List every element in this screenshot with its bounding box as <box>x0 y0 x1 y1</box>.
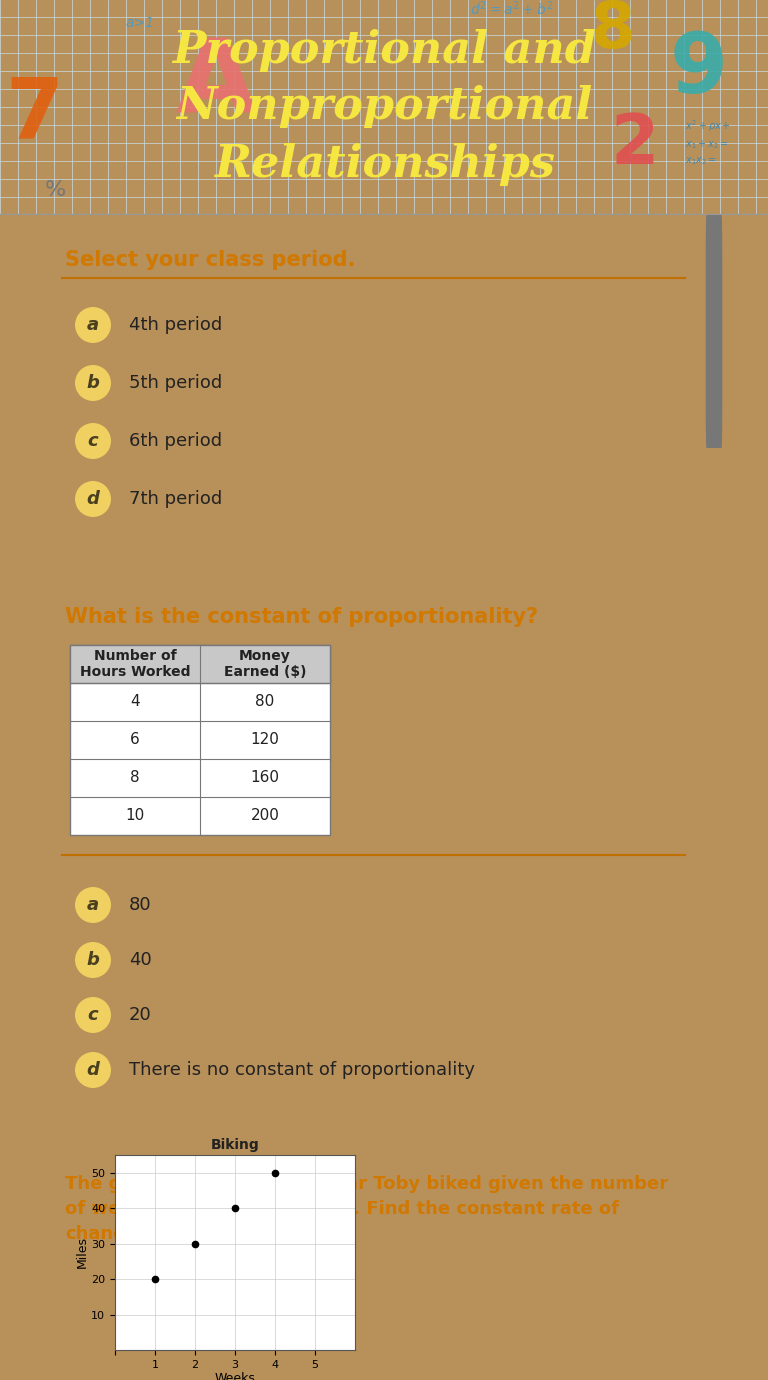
Text: Select your class period.: Select your class period. <box>65 250 356 270</box>
Text: $x_1+x_2=$: $x_1+x_2=$ <box>685 138 729 150</box>
Text: 4: 4 <box>131 694 140 709</box>
Circle shape <box>75 996 111 1034</box>
FancyBboxPatch shape <box>706 215 722 448</box>
Circle shape <box>75 1052 111 1087</box>
X-axis label: Weeks: Weeks <box>214 1373 256 1380</box>
Circle shape <box>75 887 111 923</box>
Text: 8: 8 <box>590 0 634 61</box>
Text: 80: 80 <box>256 694 275 709</box>
Text: 7th period: 7th period <box>129 490 222 508</box>
Text: The graph represents how far Toby biked given the number
of weeks he has been bi: The graph represents how far Toby biked … <box>65 1174 668 1243</box>
Text: a>1: a>1 <box>125 17 154 30</box>
Text: 4th period: 4th period <box>129 316 222 334</box>
Text: b: b <box>87 951 99 969</box>
Text: What is the constant of proportionality?: What is the constant of proportionality? <box>65 607 538 627</box>
Circle shape <box>75 424 111 460</box>
Bar <box>70 644 330 835</box>
Text: Money
Earned ($): Money Earned ($) <box>223 649 306 679</box>
Text: a: a <box>87 316 99 334</box>
Text: A: A <box>175 34 256 135</box>
Text: $x_1x_2=$: $x_1x_2=$ <box>685 155 717 167</box>
Circle shape <box>75 306 111 344</box>
Text: 80: 80 <box>129 896 151 914</box>
Text: 6: 6 <box>130 733 140 748</box>
Text: 20: 20 <box>129 1006 152 1024</box>
Bar <box>70 644 330 683</box>
Title: Biking: Biking <box>210 1138 260 1152</box>
Text: d: d <box>87 490 99 508</box>
Text: d: d <box>87 1061 99 1079</box>
Text: There is no constant of proportionality: There is no constant of proportionality <box>129 1061 475 1079</box>
Text: 5th period: 5th period <box>129 374 222 392</box>
Text: 2: 2 <box>610 112 658 178</box>
Text: 160: 160 <box>250 770 280 785</box>
Text: 9: 9 <box>670 29 728 110</box>
Text: $d^2 = a^2 + b^2$: $d^2 = a^2 + b^2$ <box>470 0 554 18</box>
Y-axis label: Miles: Miles <box>75 1236 88 1268</box>
Circle shape <box>75 364 111 402</box>
Text: 8: 8 <box>131 770 140 785</box>
Text: 40: 40 <box>129 951 152 969</box>
Text: Number of
Hours Worked: Number of Hours Worked <box>80 649 190 679</box>
Text: b: b <box>87 374 99 392</box>
Text: %: % <box>45 179 66 200</box>
Circle shape <box>75 482 111 518</box>
Text: 6th period: 6th period <box>129 432 222 450</box>
Text: 7: 7 <box>5 75 63 156</box>
Text: a: a <box>87 896 99 914</box>
Text: 200: 200 <box>250 809 280 824</box>
Text: c: c <box>88 1006 98 1024</box>
Text: $x^2+\rho x+$: $x^2+\rho x+$ <box>685 119 731 134</box>
Text: Nonproportional: Nonproportional <box>176 86 592 128</box>
Text: c: c <box>88 432 98 450</box>
Circle shape <box>75 943 111 978</box>
Text: Relationships: Relationships <box>214 144 554 186</box>
Text: 10: 10 <box>125 809 144 824</box>
Text: 120: 120 <box>250 733 280 748</box>
Text: Proportional and: Proportional and <box>172 29 596 72</box>
